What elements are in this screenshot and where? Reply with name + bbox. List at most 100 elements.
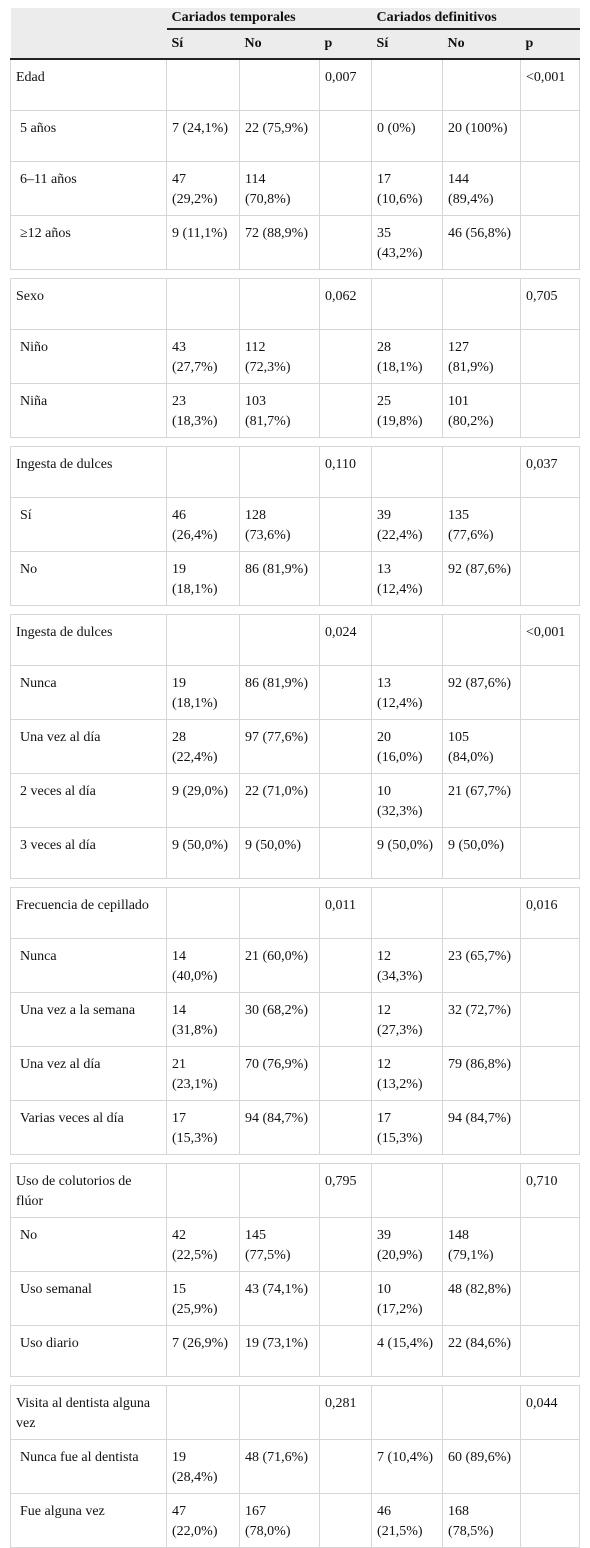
spacer-cell [10,437,580,447]
row-label: Varias veces al día [10,1100,167,1155]
empty-cell [318,1325,373,1377]
table-row: Niña 23 (18,3%) 103 (81,7%) 25 (19,8%) 101 (… [10,383,581,438]
def-si-value: 12 (34,3%) [371,938,444,993]
def-si-value: 12 (13,2%) [371,1046,444,1101]
table-row: 6–11 años 47 (29,2%) 114 (70,8%) 17 (10,6%)… [10,161,581,216]
empty-cell [318,1493,373,1548]
empty-cell [371,887,444,939]
temp-no-value: 145 (77,5%) [239,1217,320,1272]
header-temp-no: No [239,29,320,60]
temp-si-value: 21 (23,1%) [166,1046,240,1101]
temp-no-value: 72 (88,9%) [239,215,320,270]
empty-cell [166,614,240,666]
empty-cell [318,719,373,774]
temp-no-value: 70 (76,9%) [239,1046,320,1101]
temp-no-value: 94 (84,7%) [239,1100,320,1155]
table-row: Nunca 14 (40,0%) 21 (60,0%) 12 (34,3%) 23 (6… [10,938,581,993]
empty-cell [520,1100,581,1155]
header-empty [10,8,167,29]
def-si-value: 39 (20,9%) [371,1217,444,1272]
def-no-value: 32 (72,7%) [442,992,522,1047]
empty-cell [318,938,373,993]
empty-cell [166,58,240,111]
section-title: Sexo [10,278,167,330]
temp-no-value: 48 (71,6%) [239,1439,320,1494]
row-label: Sí [10,497,167,552]
def-no-value: 20 (100%) [442,110,522,162]
temp-si-value: 46 (26,4%) [166,497,240,552]
temp-no-value: 9 (50,0%) [239,827,320,879]
row-label: 5 años [10,110,167,162]
empty-cell [520,665,581,720]
section-spacer [10,878,580,888]
table-row: Varias veces al día 17 (15,3%) 94 (84,7%) 1… [10,1100,581,1155]
def-si-value: 28 (18,1%) [371,329,444,384]
section-header-row: Visita al dentista alguna vez 0,281 0,044 [10,1385,581,1440]
temp-no-value: 86 (81,9%) [239,551,320,606]
empty-cell [442,1385,522,1440]
header-def-no: No [442,29,521,60]
temp-no-value: 19 (73,1%) [239,1325,320,1377]
empty-cell [520,215,581,270]
def-no-value: 168 (78,5%) [442,1493,522,1548]
empty-cell [371,1385,444,1440]
empty-cell [166,887,240,939]
table-row: Nunca fue al dentista 19 (28,4%) 48 (71,6%… [10,1439,581,1494]
empty-cell [318,551,373,606]
empty-cell [371,58,444,111]
def-si-value: 10 (32,3%) [371,773,444,828]
row-label: ≥12 años [10,215,167,270]
temp-no-value: 43 (74,1%) [239,1271,320,1326]
def-no-value: 60 (89,6%) [442,1439,522,1494]
table-row: Sí 46 (26,4%) 128 (73,6%) 39 (22,4%) 135 (77… [10,497,581,552]
p-value-definitivos: <0,001 [520,614,581,666]
def-si-value: 4 (15,4%) [371,1325,444,1377]
empty-cell [318,773,373,828]
p-value-temporales: 0,011 [318,887,373,939]
row-label: Uso diario [10,1325,167,1377]
temp-no-value: 22 (75,9%) [239,110,320,162]
empty-cell [239,1385,320,1440]
section-spacer [10,437,580,447]
header-group-temporales: Cariados temporales [166,8,372,30]
row-label: Una vez a la semana [10,992,167,1047]
section-title: Ingesta de dulces [10,614,167,666]
def-si-value: 17 (10,6%) [371,161,444,216]
section-header-row: Uso de colutorios de flúor 0,795 0,710 [10,1163,581,1218]
def-si-value: 25 (19,8%) [371,383,444,438]
empty-cell [318,215,373,270]
header-def-si: Sí [371,29,443,60]
temp-no-value: 103 (81,7%) [239,383,320,438]
def-si-value: 39 (22,4%) [371,497,444,552]
section-title: Uso de colutorios de flúor [10,1163,167,1218]
row-label: Niña [10,383,167,438]
spacer-cell [10,1376,580,1386]
header-temp-p: p [319,29,372,60]
caries-table: Cariados temporales Cariados definitivos… [10,8,581,1548]
empty-cell [239,887,320,939]
spacer-cell [10,605,580,615]
def-si-value: 35 (43,2%) [371,215,444,270]
table-header: Cariados temporales Cariados definitivos… [10,8,580,60]
temp-si-value: 47 (29,2%) [166,161,240,216]
temp-no-value: 128 (73,6%) [239,497,320,552]
empty-cell [318,665,373,720]
def-si-value: 20 (16,0%) [371,719,444,774]
def-no-value: 22 (84,6%) [442,1325,522,1377]
row-label: Una vez al día [10,1046,167,1101]
empty-cell [371,614,444,666]
table-row: 2 veces al día 9 (29,0%) 22 (71,0%) 10 (32,… [10,773,581,828]
table-row: ≥12 años 9 (11,1%) 72 (88,9%) 35 (43,2%) 46 … [10,215,581,270]
empty-cell [520,497,581,552]
section-header-row: Ingesta de dulces 0,024 <0,001 [10,614,581,666]
table-row: 5 años 7 (24,1%) 22 (75,9%) 0 (0%) 20 (100%) [10,110,581,162]
def-no-value: 101 (80,2%) [442,383,522,438]
row-label: Nunca [10,938,167,993]
table-row: Una vez al día 28 (22,4%) 97 (77,6%) 20 (16… [10,719,581,774]
empty-cell [371,1163,444,1218]
def-no-value: 135 (77,6%) [442,497,522,552]
def-si-value: 12 (27,3%) [371,992,444,1047]
empty-cell [318,497,373,552]
def-si-value: 46 (21,5%) [371,1493,444,1548]
temp-si-value: 19 (18,1%) [166,665,240,720]
